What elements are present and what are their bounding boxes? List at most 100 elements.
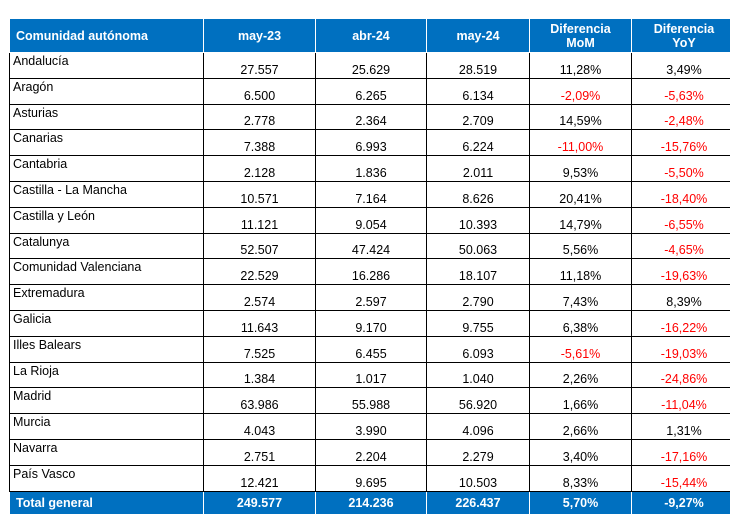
cell-diferencia-mom: 3,40% [529, 438, 632, 466]
cell-diferencia-yoy: 1,31% [631, 413, 730, 440]
total-may-24: 226.437 [426, 490, 530, 515]
cell-comunidad: Extremadura [9, 284, 204, 311]
header-diferencia-yoy: Diferencia YoY [631, 18, 730, 53]
cell-may-24: 6.093 [426, 335, 530, 363]
cell-diferencia-yoy: -17,16% [631, 438, 730, 466]
cell-may-24: 50.063 [426, 232, 530, 260]
table-body: Andalucía 27.557 25.629 28.519 11,28% 3,49% Ar… [9, 52, 730, 492]
cell-diferencia-yoy: 8,39% [631, 284, 730, 311]
cell-comunidad: Catalunya [9, 232, 204, 260]
cell-diferencia-yoy: -2,48% [631, 103, 730, 131]
cell-abr-24: 1.017 [315, 361, 427, 389]
cell-may-23: 7.525 [203, 335, 316, 363]
cell-comunidad: Comunidad Valenciana [9, 258, 204, 286]
cell-comunidad: Andalucía [9, 52, 204, 79]
cell-diferencia-yoy: -15,44% [631, 464, 730, 492]
total-diferencia-mom: 5,70% [529, 490, 632, 515]
cell-diferencia-yoy: -24,86% [631, 361, 730, 389]
table-row: Navarra 2.751 2.204 2.279 3,40% -17,16% [9, 438, 730, 466]
cell-abr-24: 6.265 [315, 77, 427, 105]
cell-abr-24: 7.164 [315, 180, 427, 208]
header-may-23: may-23 [203, 18, 316, 53]
cell-diferencia-yoy: -15,76% [631, 129, 730, 157]
total-row: Total general 249.577 214.236 226.437 5,… [9, 490, 730, 515]
table-row: País Vasco 12.421 9.695 10.503 8,33% -15,44% [9, 464, 730, 492]
cell-diferencia-mom: -5,61% [529, 335, 632, 363]
table-row: Madrid 63.986 55.988 56.920 1,66% -11,04% [9, 387, 730, 415]
table-row: Canarias 7.388 6.993 6.224 -11,00% -15,76% [9, 129, 730, 157]
table-row: Murcia 4.043 3.990 4.096 2,66% 1,31% [9, 413, 730, 440]
cell-may-23: 11.643 [203, 309, 316, 337]
cell-diferencia-yoy: -4,65% [631, 232, 730, 260]
cell-may-24: 2.279 [426, 438, 530, 466]
cell-diferencia-mom: 6,38% [529, 309, 632, 337]
cell-comunidad: Castilla y León [9, 206, 204, 234]
cell-abr-24: 16.286 [315, 258, 427, 286]
table-row: La Rioja 1.384 1.017 1.040 2,26% -24,86% [9, 361, 730, 389]
cell-may-24: 2.790 [426, 284, 530, 311]
cell-may-23: 52.507 [203, 232, 316, 260]
cell-abr-24: 2.204 [315, 438, 427, 466]
cell-may-23: 6.500 [203, 77, 316, 105]
cell-may-24: 56.920 [426, 387, 530, 415]
cell-may-24: 8.626 [426, 180, 530, 208]
cell-may-23: 63.986 [203, 387, 316, 415]
cell-abr-24: 55.988 [315, 387, 427, 415]
cell-may-24: 6.224 [426, 129, 530, 157]
cell-abr-24: 9.695 [315, 464, 427, 492]
cell-may-23: 2.778 [203, 103, 316, 131]
cell-diferencia-yoy: -5,63% [631, 77, 730, 105]
cell-diferencia-yoy: 3,49% [631, 52, 730, 79]
cell-may-23: 12.421 [203, 464, 316, 492]
cell-diferencia-mom: 14,59% [529, 103, 632, 131]
cell-abr-24: 25.629 [315, 52, 427, 79]
cell-abr-24: 9.054 [315, 206, 427, 234]
data-table-container: Comunidad autónoma may-23 abr-24 may-24 … [9, 18, 730, 515]
cell-diferencia-mom: 11,18% [529, 258, 632, 286]
cell-abr-24: 2.597 [315, 284, 427, 311]
cell-may-23: 27.557 [203, 52, 316, 79]
table-row: Comunidad Valenciana 22.529 16.286 18.107 11… [9, 258, 730, 286]
cell-may-23: 11.121 [203, 206, 316, 234]
cell-diferencia-mom: 11,28% [529, 52, 632, 79]
cell-diferencia-yoy: -18,40% [631, 180, 730, 208]
cell-diferencia-mom: 7,43% [529, 284, 632, 311]
header-abr-24: abr-24 [315, 18, 427, 53]
total-may-23: 249.577 [203, 490, 316, 515]
cell-comunidad: País Vasco [9, 464, 204, 492]
cell-diferencia-mom: 14,79% [529, 206, 632, 234]
cell-diferencia-mom: 2,66% [529, 413, 632, 440]
cell-diferencia-mom: 1,66% [529, 387, 632, 415]
cell-abr-24: 2.364 [315, 103, 427, 131]
header-row: Comunidad autónoma may-23 abr-24 may-24 … [9, 18, 730, 53]
cell-diferencia-yoy: -16,22% [631, 309, 730, 337]
cell-diferencia-mom: -2,09% [529, 77, 632, 105]
cell-abr-24: 6.455 [315, 335, 427, 363]
cell-may-23: 2.574 [203, 284, 316, 311]
total-diferencia-yoy: -9,27% [631, 490, 730, 515]
cell-may-23: 7.388 [203, 129, 316, 157]
cell-may-24: 28.519 [426, 52, 530, 79]
table-row: Andalucía 27.557 25.629 28.519 11,28% 3,49% [9, 52, 730, 79]
cell-abr-24: 3.990 [315, 413, 427, 440]
cell-may-24: 18.107 [426, 258, 530, 286]
cell-diferencia-yoy: -19,63% [631, 258, 730, 286]
cell-comunidad: Castilla - La Mancha [9, 180, 204, 208]
cell-comunidad: Madrid [9, 387, 204, 415]
cell-diferencia-yoy: -6,55% [631, 206, 730, 234]
cell-comunidad: Asturias [9, 103, 204, 131]
cell-may-23: 22.529 [203, 258, 316, 286]
cell-may-24: 10.503 [426, 464, 530, 492]
cell-abr-24: 9.170 [315, 309, 427, 337]
total-abr-24: 214.236 [315, 490, 427, 515]
cell-comunidad: Canarias [9, 129, 204, 157]
cell-may-24: 2.011 [426, 155, 530, 182]
header-may-24: may-24 [426, 18, 530, 53]
cell-comunidad: Illes Balears [9, 335, 204, 363]
table-footer: Total general 249.577 214.236 226.437 5,… [9, 490, 730, 515]
cell-abr-24: 6.993 [315, 129, 427, 157]
cell-comunidad: Aragón [9, 77, 204, 105]
cell-comunidad: Cantabria [9, 155, 204, 182]
cell-diferencia-mom: 9,53% [529, 155, 632, 182]
comunidades-table: Comunidad autónoma may-23 abr-24 may-24 … [9, 18, 730, 515]
